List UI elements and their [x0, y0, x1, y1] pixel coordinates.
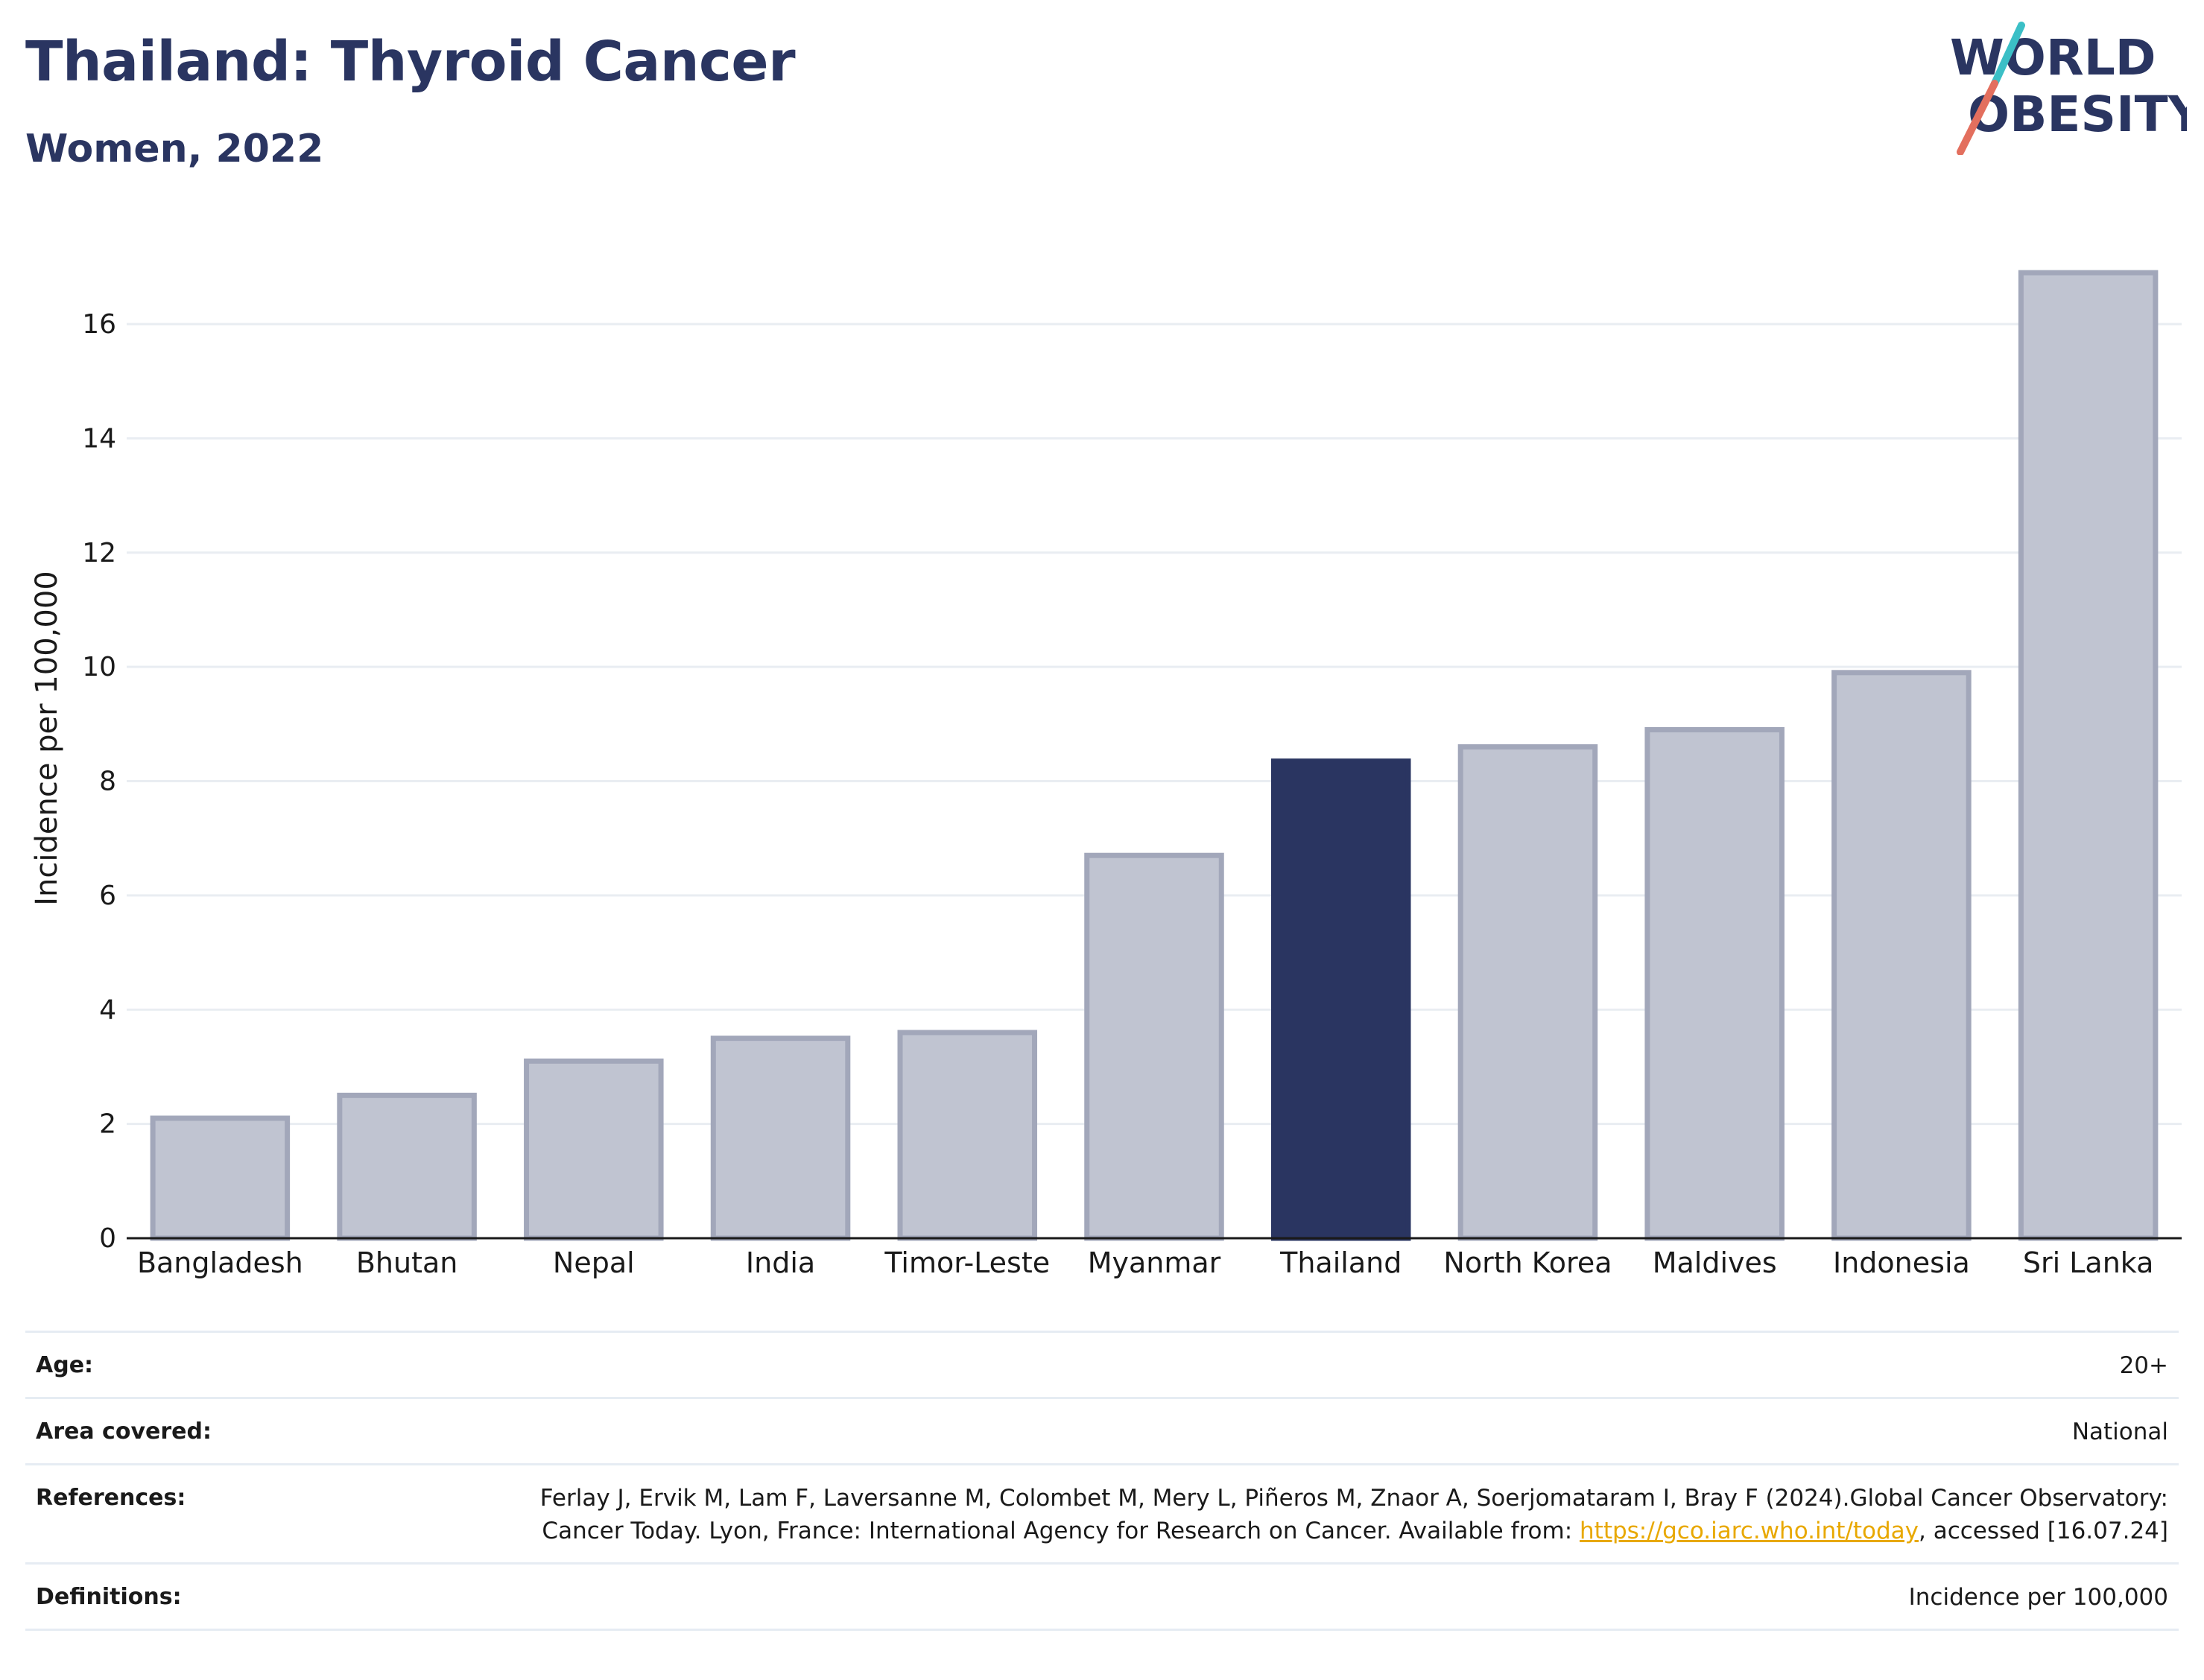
logo-slash-teal: [1991, 22, 2025, 87]
info-value-definitions: Incidence per 100,000: [1908, 1584, 2168, 1611]
bar: [1084, 852, 1224, 1241]
bar: [1831, 670, 1972, 1241]
bar-chart: 0 2 4 6 8 10 12 14 16 Incidence per 100,000 Bangla…: [30, 270, 2182, 1279]
y-tick-label: 10: [82, 652, 116, 682]
x-tick-label: Indonesia: [1833, 1246, 1970, 1279]
logo-text-world: WORLD: [1950, 29, 2156, 86]
x-tick-label: North Korea: [1443, 1246, 1612, 1279]
info-label-definitions: Definitions:: [36, 1584, 182, 1610]
y-tick-label: 16: [82, 309, 116, 340]
info-label-references: References:: [36, 1485, 186, 1511]
info-row-age: Age: 20+: [25, 1331, 2179, 1397]
info-row-definitions: Definitions: Incidence per 100,000: [25, 1562, 2179, 1631]
bar: [1644, 726, 1785, 1241]
bar: [337, 1092, 477, 1241]
y-tick-label: 8: [99, 767, 116, 797]
bar: [150, 1115, 291, 1241]
x-tick-label: Nepal: [553, 1246, 635, 1279]
y-tick-label: 4: [99, 995, 116, 1025]
x-tick-label: Bhutan: [356, 1246, 458, 1279]
bar: [524, 1058, 664, 1241]
y-tick-label: 12: [82, 538, 116, 568]
world-obesity-logo: WORLD OBESITY: [1950, 22, 2187, 155]
info-table: Age: 20+ Area covered: National Referenc…: [25, 1331, 2179, 1631]
y-axis-title: Incidence per 100,000: [30, 571, 64, 906]
x-tick-label: Myanmar: [1088, 1246, 1221, 1279]
x-tick-label: Bangladesh: [137, 1246, 303, 1279]
bar-highlighted: [1270, 758, 1411, 1241]
bar: [897, 1030, 1038, 1241]
x-tick-label: Maldives: [1653, 1246, 1777, 1279]
info-label-age: Age:: [36, 1352, 94, 1378]
bar: [2018, 270, 2159, 1241]
x-tick-label: Timor-Leste: [884, 1246, 1050, 1279]
info-label-area: Area covered:: [36, 1419, 212, 1445]
references-link[interactable]: https://gco.iarc.who.int/today: [1580, 1518, 1919, 1544]
chart-subtitle: Women, 2022: [25, 127, 324, 171]
y-tick-label: 0: [99, 1223, 116, 1254]
references-accessed: , accessed [16.07.24]: [1918, 1518, 2168, 1544]
y-tick-label: 6: [99, 881, 116, 911]
x-tick-label: India: [746, 1246, 815, 1279]
y-tick-label: 14: [82, 423, 116, 454]
info-value-age: 20+: [2119, 1352, 2168, 1379]
info-row-area: Area covered: National: [25, 1397, 2179, 1463]
x-tick-label: Thailand: [1279, 1246, 1402, 1279]
info-row-references: References: Ferlay J, Ervik M, Lam F, La…: [25, 1463, 2179, 1562]
logo-slash-coral: [1957, 80, 1998, 155]
bar: [710, 1036, 851, 1241]
info-value-area: National: [2071, 1419, 2168, 1445]
x-tick-label: Sri Lanka: [2023, 1246, 2154, 1279]
bar: [1457, 744, 1598, 1241]
y-tick-label: 2: [99, 1109, 116, 1140]
logo-text-obesity: OBESITY: [1968, 86, 2187, 143]
references-text: Ferlay J, Ervik M, Lam F, Laversanne M, …: [539, 1485, 2168, 1544]
info-value-references: Ferlay J, Ervik M, Lam F, Laversanne M, …: [455, 1482, 2168, 1547]
chart-title: Thailand: Thyroid Cancer: [25, 30, 796, 94]
